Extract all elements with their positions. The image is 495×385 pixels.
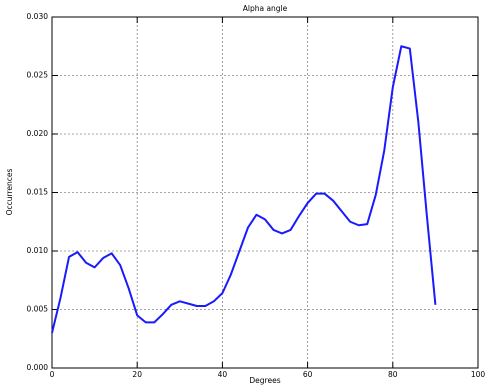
chart-title: Alpha angle	[243, 4, 288, 13]
y-axis-label: Occurrences	[5, 169, 14, 216]
y-tick-label: 0.020	[27, 129, 49, 138]
data-line	[51, 45, 437, 334]
x-tick-label: 0	[50, 370, 55, 379]
x-tick-label: 40	[218, 370, 228, 379]
y-tick-label: 0.030	[27, 12, 49, 21]
x-tick-label: 20	[132, 370, 142, 379]
y-tick-label: 0.000	[27, 363, 49, 372]
y-tick-label: 0.025	[27, 71, 49, 80]
x-axis-label: Degrees	[249, 376, 280, 385]
plot-frame	[51, 16, 479, 369]
y-tick-label: 0.015	[27, 188, 49, 197]
y-tick-label: 0.010	[27, 246, 49, 255]
x-tick-label: 60	[303, 370, 313, 379]
y-tick-label: 0.005	[27, 305, 49, 314]
x-tick-label: 80	[388, 370, 398, 379]
x-tick-label: 100	[471, 370, 486, 379]
